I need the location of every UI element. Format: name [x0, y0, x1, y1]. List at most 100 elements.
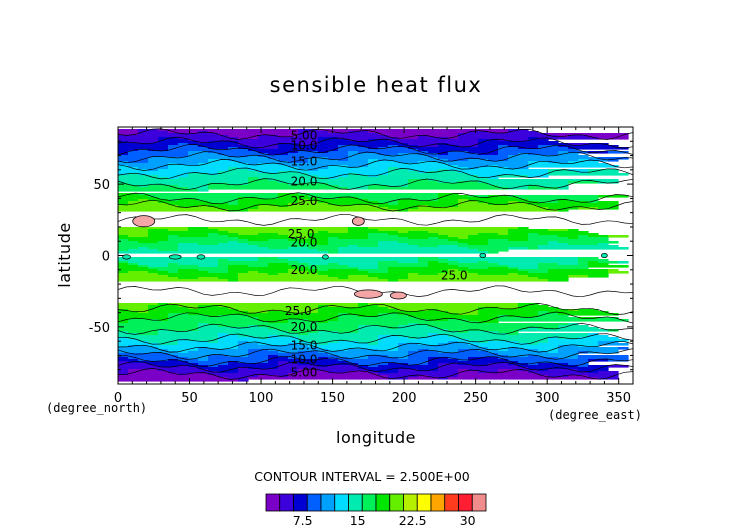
contour-band-cell [168, 131, 199, 134]
contour-band-cell [398, 261, 419, 264]
contour-band-cell [568, 199, 599, 202]
contour-band-cell [498, 357, 559, 360]
contour-band-cell [158, 139, 189, 142]
contour-band-cell [448, 269, 459, 272]
contour-band-cell [458, 351, 489, 354]
contour-band-cell [458, 135, 559, 138]
contour-band-cell [118, 305, 149, 308]
contour-band-cell [488, 363, 509, 366]
contour-band-cell [478, 311, 539, 314]
contour-band-cell [398, 349, 419, 352]
contour-band-cell [398, 201, 459, 204]
contour-band-cell [478, 233, 499, 236]
contour-band-cell [118, 147, 169, 150]
contour-band-cell [118, 303, 159, 306]
contour-band-cell [598, 261, 619, 264]
contour-band-cell [148, 307, 189, 310]
contour-band-cell [308, 271, 369, 274]
contour-band-cell [488, 159, 509, 162]
contour-band-cell [538, 185, 569, 188]
contour-band-cell [198, 243, 219, 246]
contour-band-cell [248, 355, 269, 358]
contour-band-cell [318, 307, 389, 310]
contour-band-cell [138, 241, 159, 244]
contour-band-cell [418, 257, 439, 260]
contour-line [118, 136, 633, 149]
contour-band-cell [418, 245, 439, 248]
contour-band-cell [238, 371, 299, 374]
contour-band-cell [508, 265, 539, 268]
contour-band-cell [518, 273, 609, 276]
contour-band-cell [208, 183, 229, 186]
contour-band-cell [208, 185, 339, 188]
contour-band-cell [588, 265, 629, 268]
contour-band-cell [558, 151, 569, 154]
contour-band-cell [318, 351, 409, 354]
contour-band-cell [188, 365, 209, 368]
contour-band-cell [338, 147, 369, 150]
contour-line [118, 368, 633, 380]
contour-band-cell [128, 249, 159, 252]
contour-band-cell [558, 313, 619, 316]
contour-band-cell [308, 195, 439, 198]
contour-band-cell [528, 371, 589, 374]
contour-band-cell [218, 133, 299, 136]
contour-band-cell [248, 239, 269, 242]
contour-band-cell [188, 187, 209, 190]
contour-band-cell [208, 233, 219, 236]
contour-band-cell [448, 153, 479, 156]
contour-band-cell [568, 309, 579, 312]
contour-band-cell [268, 179, 409, 182]
contour-band-cell [278, 367, 359, 370]
contour-band-cell [368, 161, 399, 164]
contour-band-cell [118, 159, 149, 162]
contour-band-cell [198, 269, 229, 272]
contour-band-cell [438, 351, 459, 354]
contour-band-cell [308, 169, 319, 172]
contour-band-cell [118, 137, 159, 140]
contour-band-cell [118, 199, 139, 202]
contour-band-cell [388, 167, 399, 170]
contour-band-cell [368, 175, 379, 178]
contour-band-cell [508, 359, 589, 362]
contour-band-cell [318, 357, 329, 360]
contour-band-cell [148, 231, 229, 234]
contour-band-cell [148, 311, 249, 314]
contour-band-cell [378, 371, 399, 374]
contour-band-cell [128, 309, 149, 312]
contour-band-cell [408, 275, 529, 278]
contour-band-cell [158, 331, 289, 334]
contour-band-cell [118, 167, 139, 170]
contour-band-cell [258, 319, 289, 322]
contour-band-cell [488, 347, 509, 350]
contour-band-cell [338, 359, 429, 362]
contour-band-cell [398, 327, 439, 330]
contour-band-cell [468, 319, 499, 322]
contour-band-cell [528, 247, 539, 250]
contour-band-cell [498, 139, 529, 142]
contour-band-cell [358, 151, 429, 154]
contour-band-cell [518, 227, 529, 230]
contour-band-cell [258, 163, 279, 166]
contour-band-cell [408, 273, 419, 276]
contour-band-cell [318, 139, 349, 142]
contour-band-cell [598, 181, 619, 184]
contour-band-cell [458, 375, 549, 378]
contour-band-cell [578, 159, 589, 162]
contour-band-cell [558, 235, 579, 238]
contour-band-cell [428, 375, 459, 378]
contour-band-cell [178, 263, 219, 266]
contour-band-cell [328, 321, 479, 324]
contour-band-cell [118, 181, 249, 184]
contour-band-cell [288, 235, 309, 238]
colorbar-swatch [361, 493, 377, 512]
contour-band-cell [278, 147, 339, 150]
contour-band-cell [118, 187, 189, 190]
contour-band-cell [178, 355, 209, 358]
contour-line [118, 333, 633, 345]
contour-band-cell [538, 343, 599, 346]
contour-band-cell [448, 143, 479, 146]
contour-band-cell [588, 335, 609, 338]
contour-band-cell [238, 369, 299, 372]
contour-band-cell [588, 171, 619, 174]
